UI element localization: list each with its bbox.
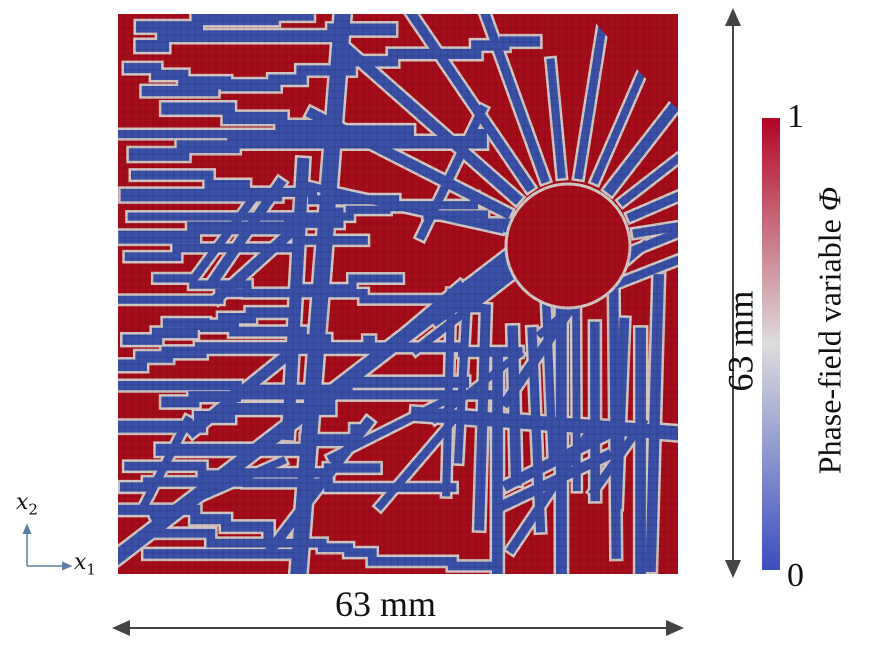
axis-x1-letter: x	[74, 550, 86, 575]
dimension-label-bottom: 63 mm	[335, 583, 436, 625]
dimension-label-right: 63 mm	[720, 290, 762, 391]
colorbar-min-label: 0	[787, 557, 804, 595]
axis-x1-label: x1	[74, 550, 96, 578]
colorbar-title-text: Phase-field variable	[812, 211, 848, 474]
colorbar-title: Phase-field variable Φ	[812, 141, 849, 521]
colorbar	[762, 118, 780, 570]
axis-x2-letter: x	[16, 490, 28, 515]
axis-x1-subscript: 1	[86, 560, 96, 578]
axis-x2-subscript: 2	[28, 500, 38, 518]
colorbar-max-label: 1	[787, 98, 804, 136]
axis-x2-label: x2	[16, 490, 38, 518]
colorbar-title-symbol: Φ	[812, 187, 848, 211]
